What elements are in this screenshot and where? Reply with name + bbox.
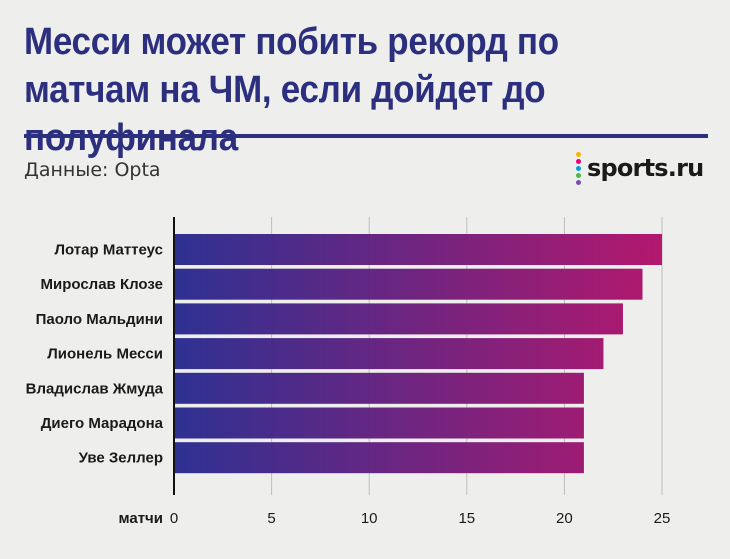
logo-dot — [576, 152, 581, 157]
x-tick-label: 5 — [267, 510, 275, 527]
category-label: Мирослав Клозе — [41, 276, 164, 293]
category-label: Лионель Месси — [47, 346, 163, 363]
bar — [174, 268, 643, 300]
logo-text: sports.ru — [587, 154, 704, 182]
bar — [174, 234, 662, 265]
bar — [174, 442, 584, 474]
bar — [174, 407, 584, 439]
category-label: Владислав Жмуда — [26, 380, 164, 397]
bar — [174, 338, 604, 370]
category-label: Уве Зеллер — [79, 450, 163, 467]
title-divider — [24, 134, 708, 138]
logo-dot — [576, 166, 581, 171]
bar — [174, 303, 623, 335]
logo-dot — [576, 173, 581, 178]
logo-dot — [576, 180, 581, 185]
x-axis-label: матчи — [118, 510, 163, 527]
logo-dots-icon — [575, 151, 583, 185]
bar — [174, 372, 584, 404]
x-tick-label: 0 — [170, 510, 178, 527]
x-tick-label: 25 — [654, 510, 671, 527]
x-tick-label: 15 — [458, 510, 475, 527]
x-tick-label: 10 — [361, 510, 378, 527]
chart-title: Месси может побить рекорд по матчам на Ч… — [24, 21, 559, 159]
category-label: Диего Марадона — [41, 415, 164, 432]
logo-dot — [576, 159, 581, 164]
x-tick-label: 20 — [556, 510, 573, 527]
sports-ru-logo: sports.ru — [575, 150, 704, 186]
category-label: Паоло Мальдини — [36, 311, 163, 328]
data-source: Данные: Opta — [24, 159, 161, 181]
category-label: Лотар Маттеус — [54, 242, 163, 259]
